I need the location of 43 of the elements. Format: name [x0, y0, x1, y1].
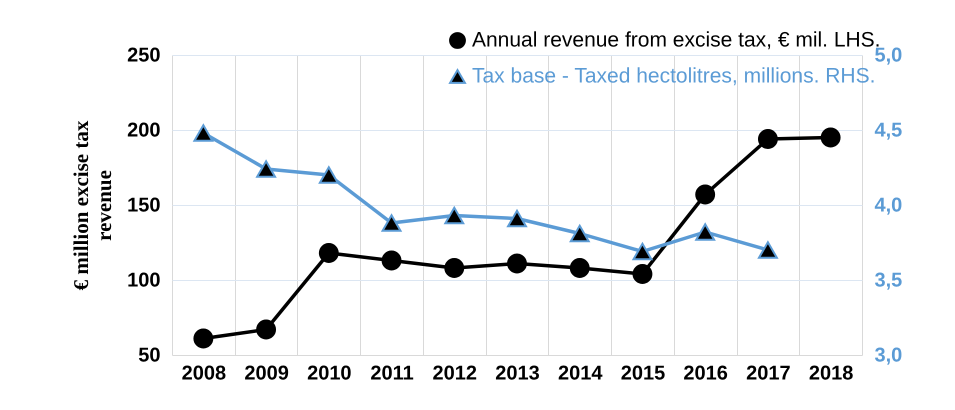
point	[444, 258, 464, 278]
point	[256, 160, 276, 178]
x-tick-label: 2015	[620, 362, 666, 384]
y-tick-label: 150	[127, 194, 160, 216]
point	[695, 223, 716, 241]
point	[758, 129, 778, 149]
x-tick-label: 2009	[244, 362, 289, 384]
x-tick-label: 2017	[746, 362, 791, 384]
y-axis-title: € million excise tax revenue	[69, 120, 116, 290]
x-tick-label: 2012	[432, 362, 478, 384]
point	[570, 258, 590, 278]
point	[507, 210, 527, 228]
point	[695, 184, 716, 204]
point	[758, 241, 778, 259]
point	[193, 124, 214, 142]
x-tick-label: 2010	[307, 362, 352, 384]
point	[382, 214, 402, 232]
point	[570, 224, 590, 242]
point	[632, 264, 652, 284]
point	[632, 242, 652, 260]
point	[820, 128, 841, 148]
legend-label: Tax base - Taxed hectolitres, millions. RHS.	[472, 64, 876, 88]
x-tick-label: 2016	[683, 362, 728, 384]
y2-tick-label: 3,5	[874, 270, 902, 292]
point	[318, 166, 339, 184]
x-tick-label: 2011	[370, 362, 414, 384]
y2-tick-label: 3,0	[874, 344, 902, 366]
x-tick-label: 2008	[182, 362, 226, 384]
x-tick-label: 2018	[808, 362, 854, 384]
x-tick-label: 2013	[495, 362, 540, 384]
point	[256, 320, 276, 340]
y-tick-label: 200	[127, 120, 160, 142]
point	[444, 206, 464, 224]
y-tick-label: 250	[127, 44, 160, 66]
y-tick-label: 100	[127, 270, 160, 292]
point	[382, 250, 402, 270]
y-tick-label: 50	[138, 344, 160, 366]
point	[193, 328, 214, 348]
y2-tick-label: 4,5	[874, 120, 902, 142]
y2-tick-label: 4,0	[874, 194, 902, 216]
point	[507, 254, 527, 274]
x-tick-label: 2014	[558, 362, 604, 384]
point	[318, 243, 339, 263]
